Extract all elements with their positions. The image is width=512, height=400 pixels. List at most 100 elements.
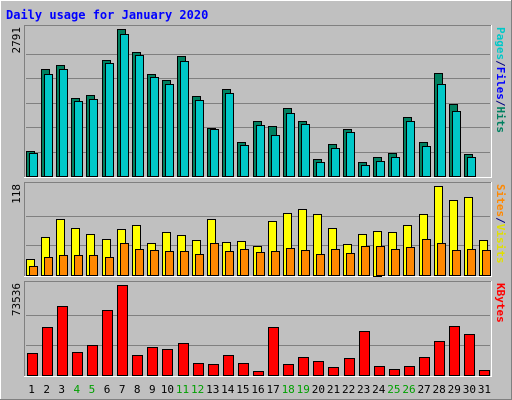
bar-kbytes-day-30 [464, 334, 475, 376]
bar-sites-day-17 [271, 251, 280, 276]
bar-sites-day-15 [240, 249, 249, 276]
chart-title: Daily usage for January 2020 [6, 8, 208, 22]
bar-kbytes-day-24 [374, 366, 385, 376]
bar-files-day-8 [135, 55, 144, 177]
bar-sites-day-4 [74, 255, 83, 276]
bar-sites-day-3 [59, 255, 68, 276]
side-legend: Pages/Files/Hits [494, 27, 507, 133]
bar-kbytes-day-4 [72, 352, 83, 376]
bar-files-day-21 [331, 148, 340, 177]
bar-files-day-17 [271, 135, 280, 177]
bar-files-day-30 [467, 157, 476, 177]
side-legend-item: / [494, 60, 507, 67]
x-tick-label: 6 [104, 383, 111, 396]
bar-kbytes-day-2 [42, 327, 53, 376]
bar-sites-day-18 [286, 248, 295, 276]
y-max-label: 73536 [10, 283, 23, 316]
x-tick-label: 25 [387, 383, 400, 396]
bar-kbytes-day-5 [87, 345, 98, 376]
bar-kbytes-day-8 [132, 355, 143, 376]
x-tick-label: 3 [58, 383, 65, 396]
bar-kbytes-day-23 [359, 331, 370, 376]
x-tick-label: 1 [28, 383, 35, 396]
bar-sites-day-5 [89, 255, 98, 276]
bar-kbytes-day-19 [298, 357, 309, 376]
side-legend-item: Sites [494, 184, 507, 217]
bar-kbytes-day-17 [268, 327, 279, 376]
bar-kbytes-day-7 [117, 285, 128, 376]
bar-files-day-4 [74, 101, 83, 177]
panel-bot: 73536 KBytes [10, 281, 507, 377]
bar-sites-day-10 [165, 251, 174, 276]
bar-sites-day-1 [29, 266, 38, 276]
bar-files-day-11 [180, 61, 189, 177]
x-tick-label: 15 [236, 383, 249, 396]
bar-sites-day-28 [437, 243, 446, 276]
side-legend-item: / [494, 100, 507, 107]
x-tick-label: 14 [221, 383, 235, 396]
bar-sites-day-9 [150, 250, 159, 276]
bar-sites-day-30 [467, 249, 476, 276]
x-tick-label: 17 [266, 383, 279, 396]
bar-kbytes-day-18 [283, 364, 294, 376]
bar-sites-day-19 [301, 250, 310, 276]
bar-files-day-1 [29, 153, 38, 177]
x-tick-label: 31 [478, 383, 491, 396]
bar-kbytes-day-14 [223, 355, 234, 376]
bar-kbytes-day-6 [102, 310, 113, 376]
x-tick-label: 28 [433, 383, 446, 396]
bar-files-day-27 [422, 146, 431, 177]
series-kbytes [27, 285, 490, 376]
bar-sites-day-20 [316, 254, 325, 276]
side-legend-item: KBytes [494, 283, 507, 323]
bar-sites-day-2 [44, 257, 53, 276]
bar-kbytes-day-25 [389, 369, 400, 376]
bar-kbytes-day-9 [147, 347, 158, 376]
bar-files-day-28 [437, 84, 446, 177]
x-tick-label: 20 [312, 383, 325, 396]
x-tick-label: 5 [89, 383, 96, 396]
x-tick-label: 23 [357, 383, 370, 396]
bar-kbytes-day-3 [57, 306, 68, 376]
bar-sites-day-14 [225, 251, 234, 276]
bar-sites-day-8 [135, 249, 144, 276]
bar-files-day-20 [316, 162, 325, 177]
series-files [29, 34, 476, 177]
x-axis: 1 2 3 4 5 6 7 8 9 10 11 12 13 14 15 16 17 18 19 20 21 22 23 24 2… [28, 383, 491, 396]
bar-files-day-5 [89, 99, 98, 177]
x-tick-label: 12 [191, 383, 204, 396]
bar-sites-day-31 [482, 250, 491, 276]
bar-kbytes-day-27 [419, 357, 430, 376]
bar-files-day-23 [361, 165, 370, 177]
x-tick-label: 21 [327, 383, 340, 396]
bar-kbytes-day-20 [313, 361, 324, 376]
x-tick-label: 13 [206, 383, 219, 396]
bar-files-day-6 [105, 63, 114, 177]
bar-sites-day-26 [406, 247, 415, 276]
y-max-label: 118 [10, 184, 23, 204]
bar-sites-day-16 [256, 252, 265, 276]
side-legend: KBytes [494, 283, 507, 323]
bar-files-day-7 [120, 34, 129, 177]
bar-files-day-10 [165, 84, 174, 177]
panel-mid: 118 Sites/Visits [10, 182, 507, 277]
bar-files-day-25 [391, 157, 400, 177]
side-legend-item: Visits [494, 224, 507, 264]
bar-kbytes-day-10 [162, 349, 173, 376]
x-tick-label: 19 [297, 383, 310, 396]
bar-kbytes-day-11 [178, 343, 189, 376]
bar-kbytes-day-31 [479, 370, 490, 376]
side-legend: Sites/Visits [494, 184, 507, 264]
bar-files-day-12 [195, 100, 204, 177]
bar-files-day-18 [286, 113, 295, 177]
y-max-label: 2791 [10, 27, 23, 54]
series-sites [29, 239, 491, 276]
bar-sites-day-25 [391, 249, 400, 276]
bar-files-day-13 [210, 129, 219, 177]
bar-kbytes-day-22 [344, 358, 355, 376]
x-tick-label: 30 [463, 383, 476, 396]
bar-sites-day-27 [422, 239, 431, 276]
bar-files-day-26 [406, 121, 415, 177]
